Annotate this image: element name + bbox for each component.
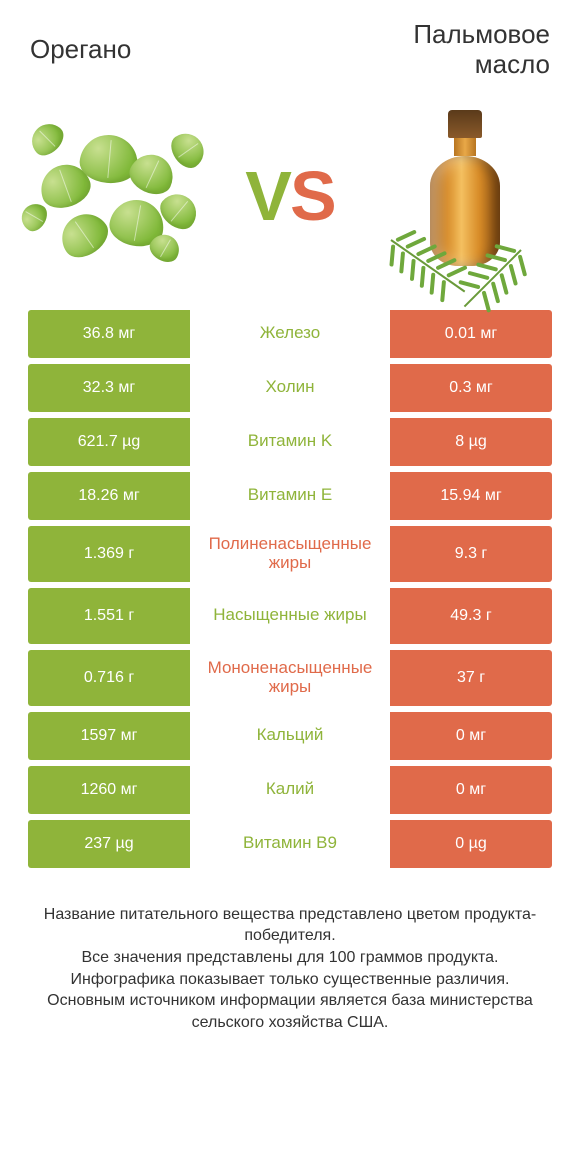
table-row: 1597 мгКальций0 мг <box>28 712 552 760</box>
nutrient-label: Холин <box>190 364 390 412</box>
value-right: 49.3 г <box>390 588 552 644</box>
value-left: 1597 мг <box>28 712 190 760</box>
table-row: 36.8 мгЖелезо0.01 мг <box>28 310 552 358</box>
table-row: 621.7 µgВитамин K8 µg <box>28 418 552 466</box>
title-right: Пальмовоемасло <box>413 20 550 80</box>
vs-s: S <box>290 157 335 235</box>
image-palm-oil <box>360 100 560 280</box>
value-right: 0.3 мг <box>390 364 552 412</box>
value-right: 0 мг <box>390 712 552 760</box>
value-left: 1.369 г <box>28 526 190 582</box>
leaf-icon <box>53 205 115 265</box>
value-right: 37 г <box>390 650 552 706</box>
table-row: 237 µgВитамин B90 µg <box>28 820 552 868</box>
nutrient-label: Витамин E <box>190 472 390 520</box>
nutrient-label: Полиненасыщенные жиры <box>190 526 390 582</box>
comparison-table: 36.8 мгЖелезо0.01 мг 32.3 мгХолин0.3 мг 62… <box>0 310 580 868</box>
value-right: 15.94 мг <box>390 472 552 520</box>
nutrient-label: Витамин B9 <box>190 820 390 868</box>
nutrient-label: Мононенасыщенные жиры <box>190 650 390 706</box>
value-left: 1.551 г <box>28 588 190 644</box>
header: Oрегано Пальмовоемасло <box>0 0 580 90</box>
value-left: 32.3 мг <box>28 364 190 412</box>
value-right: 0 µg <box>390 820 552 868</box>
nutrient-label: Железо <box>190 310 390 358</box>
value-left: 621.7 µg <box>28 418 190 466</box>
nutrient-label: Кальций <box>190 712 390 760</box>
value-right: 0 мг <box>390 766 552 814</box>
image-oregano <box>20 100 220 280</box>
value-right: 8 µg <box>390 418 552 466</box>
value-right: 9.3 г <box>390 526 552 582</box>
leaf-icon <box>25 117 69 161</box>
nutrient-label: Витамин K <box>190 418 390 466</box>
nutrient-label: Калий <box>190 766 390 814</box>
table-row: 18.26 мгВитамин E15.94 мг <box>28 472 552 520</box>
value-left: 36.8 мг <box>28 310 190 358</box>
value-left: 237 µg <box>28 820 190 868</box>
table-row: 0.716 гМононенасыщенные жиры37 г <box>28 650 552 706</box>
table-row: 32.3 мгХолин0.3 мг <box>28 364 552 412</box>
vs-v: V <box>245 157 290 235</box>
table-row: 1.369 гПолиненасыщенные жиры9.3 г <box>28 526 552 582</box>
value-left: 0.716 г <box>28 650 190 706</box>
value-left: 1260 мг <box>28 766 190 814</box>
table-row: 1.551 гНасыщенные жиры49.3 г <box>28 588 552 644</box>
value-left: 18.26 мг <box>28 472 190 520</box>
oil-bottle-icon <box>430 110 500 270</box>
title-left: Oрегано <box>30 35 131 65</box>
table-row: 1260 мгКалий0 мг <box>28 766 552 814</box>
leaf-icon <box>165 126 210 173</box>
nutrient-label: Насыщенные жиры <box>190 588 390 644</box>
value-right: 0.01 мг <box>390 310 552 358</box>
hero-row: VS <box>0 90 580 310</box>
vs-label: VS <box>245 156 334 236</box>
footnote: Название питательного вещества представл… <box>0 874 580 1034</box>
